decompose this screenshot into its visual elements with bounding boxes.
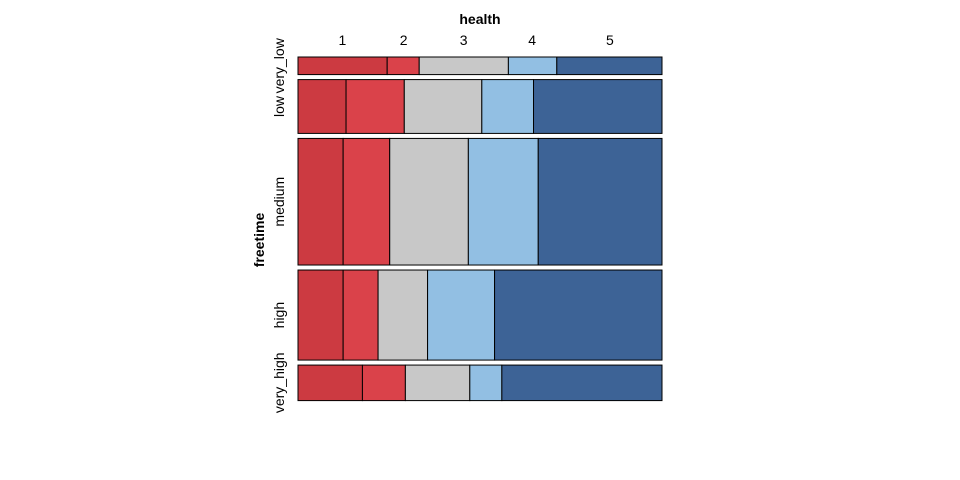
y-tick-label: very_low: [271, 37, 287, 93]
mosaic-cell-low-3: [403, 79, 483, 134]
mosaic-cell-low-4: [481, 79, 535, 134]
mosaic-cell-very_low-5: [556, 56, 663, 76]
x-tick-label: 1: [339, 32, 347, 48]
x-tick-label: 5: [606, 32, 614, 48]
mosaic-cell-medium-3: [389, 137, 469, 266]
mosaic-cell-high-2: [342, 269, 379, 361]
mosaic-cell-very_high-4: [469, 364, 503, 402]
mosaic-cells: [297, 56, 663, 402]
mosaic-cell-high-3: [377, 269, 429, 361]
mosaic-cell-very_high-3: [404, 364, 471, 402]
mosaic-cell-very_low-1: [297, 56, 388, 76]
x-tick-labels: 1 2 3 4 5: [339, 32, 615, 48]
mosaic-cell-very_high-2: [361, 364, 406, 402]
mosaic-cell-very_high-1: [297, 364, 363, 402]
x-tick-label: 4: [528, 32, 536, 48]
mosaic-cell-very_low-4: [507, 56, 558, 76]
mosaic-cell-high-1: [297, 269, 344, 361]
x-axis-title: health: [459, 11, 500, 27]
mosaic-cell-low-5: [533, 79, 663, 134]
mosaic-cell-medium-4: [467, 137, 539, 266]
mosaic-cell-very_low-2: [386, 56, 420, 76]
x-tick-label: 2: [400, 32, 408, 48]
mosaic-cell-low-1: [297, 79, 347, 134]
mosaic-cell-high-5: [494, 269, 663, 361]
y-tick-label: very_high: [271, 352, 287, 413]
mosaic-cell-high-4: [427, 269, 496, 361]
y-axis-title: freetime: [251, 213, 267, 268]
mosaic-cell-very_high-5: [501, 364, 663, 402]
x-tick-label: 3: [460, 32, 468, 48]
y-tick-label: medium: [271, 177, 287, 227]
mosaic-cell-low-2: [345, 79, 405, 134]
mosaic-cell-medium-5: [537, 137, 663, 266]
mosaic-cell-very_low-3: [418, 56, 509, 76]
mosaic-cell-medium-1: [297, 137, 344, 266]
y-tick-label: low: [271, 95, 287, 117]
y-tick-label: high: [271, 302, 287, 328]
mosaic-cell-medium-2: [342, 137, 391, 266]
